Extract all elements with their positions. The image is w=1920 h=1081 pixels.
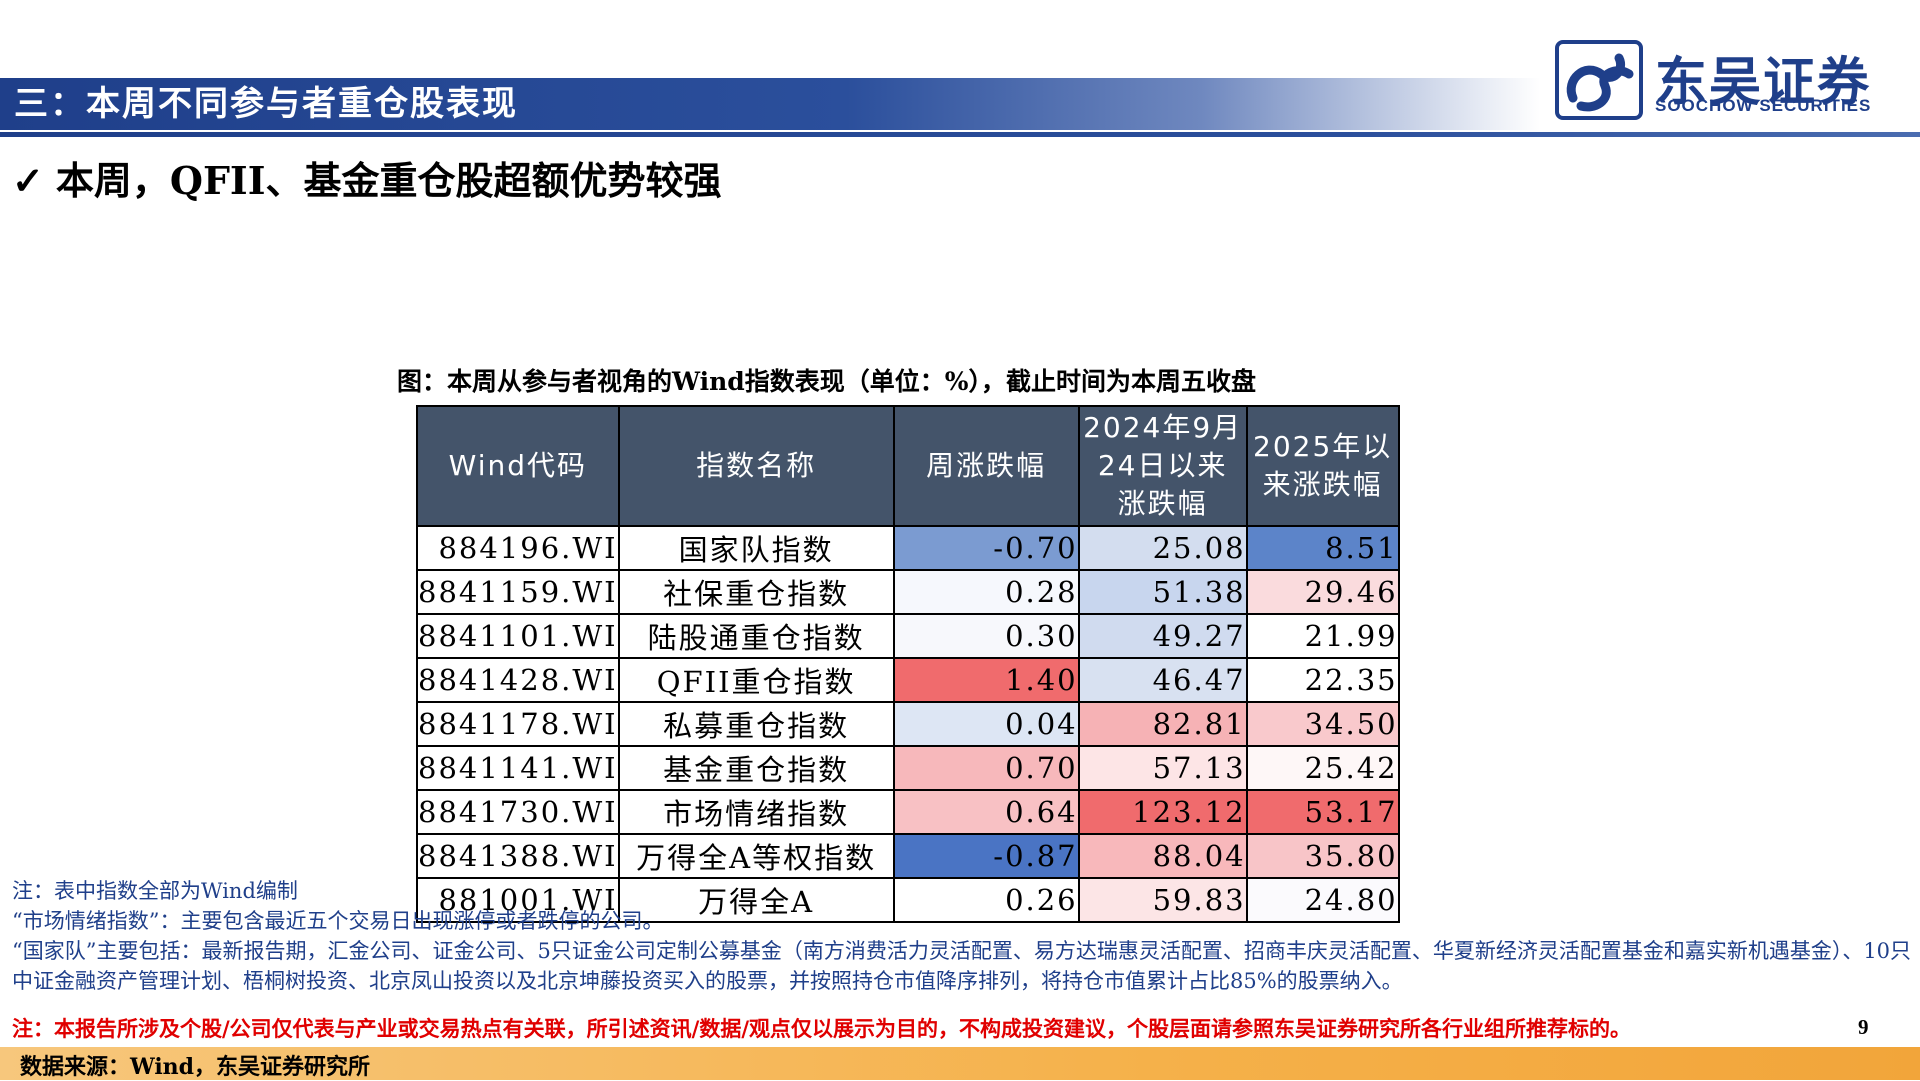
cell-code: 8841101.WI — [416, 613, 620, 659]
cell-code: 8841141.WI — [416, 745, 620, 791]
cell-index-name: 陆股通重仓指数 — [617, 613, 895, 659]
cell-since-0924-change: 123.12 — [1077, 789, 1248, 835]
cell-code: 8841428.WI — [416, 657, 620, 703]
column-header-code: Wind代码 — [416, 405, 620, 527]
table-row: 881001.WI 万得全A 0.26 59.83 24.80 — [416, 877, 1400, 923]
note-3: “国家队”主要包括：最新报告期，汇金公司、证金公司、5只证金公司定制公募基金（南… — [12, 939, 1912, 993]
footer-band — [0, 1047, 1920, 1080]
cell-weekly-change: -0.70 — [892, 525, 1080, 571]
page-number: 9 — [1858, 1015, 1869, 1039]
figure-caption: 图：本周从参与者视角的Wind指数表现（单位：%），截止时间为本周五收盘 — [397, 367, 1257, 396]
cell-weekly-change: -0.87 — [892, 833, 1080, 879]
column-header-since-0924: 2024年9月 24日以来涨跌幅 — [1077, 405, 1248, 527]
column-header-line: 2024年9月 — [1083, 411, 1243, 444]
column-header-line: 来涨跌幅 — [1262, 468, 1383, 501]
cell-ytd-2025-change: 29.46 — [1245, 569, 1400, 615]
table-row: 8841730.WI 市场情绪指数 0.64 123.12 53.17 — [416, 789, 1400, 835]
cell-ytd-2025-change: 53.17 — [1245, 789, 1400, 835]
cell-since-0924-change: 82.81 — [1077, 701, 1248, 747]
section-title: 三：本周不同参与者重仓股表现 — [14, 84, 518, 124]
cell-weekly-change: 0.28 — [892, 569, 1080, 615]
cell-weekly-change: 1.40 — [892, 657, 1080, 703]
cell-index-name: 国家队指数 — [617, 525, 895, 571]
headline: ✓ 本周，QFII、基金重仓股超额优势较强 — [12, 150, 721, 205]
index-performance-table: Wind代码 指数名称 周涨跌幅 2024年9月 24日以来涨跌幅 2025年以来… — [416, 405, 1400, 923]
disclaimer: 注：本报告所涉及个股/公司仅代表与产业或交易热点有关联，所引述资讯/数据/观点仅… — [12, 1016, 1632, 1041]
table-body: 884196.WI 国家队指数 -0.70 25.08 8.51 8841159.WI 社保… — [416, 525, 1400, 923]
column-header-line: 2025年以 — [1253, 430, 1393, 463]
cell-index-name: QFII重仓指数 — [617, 657, 895, 703]
brand-name-en: SOOCHOW SECURITIES — [1655, 96, 1872, 115]
section-header-band — [0, 78, 1540, 130]
column-header-weekly: 周涨跌幅 — [892, 405, 1080, 527]
cell-ytd-2025-change: 34.50 — [1245, 701, 1400, 747]
cell-code: 8841159.WI — [416, 569, 620, 615]
cell-code: 881001.WI — [416, 877, 620, 923]
cell-index-name: 万得全A等权指数 — [617, 833, 895, 879]
cell-ytd-2025-change: 21.99 — [1245, 613, 1400, 659]
column-header-ytd-2025: 2025年以 来涨跌幅 — [1245, 405, 1400, 527]
cell-since-0924-change: 25.08 — [1077, 525, 1248, 571]
table-row: 8841101.WI 陆股通重仓指数 0.30 49.27 21.99 — [416, 613, 1400, 659]
table-row: 8841388.WI 万得全A等权指数 -0.87 88.04 35.80 — [416, 833, 1400, 879]
header-rule — [0, 132, 1920, 137]
cell-code: 884196.WI — [416, 525, 620, 571]
cell-ytd-2025-change: 24.80 — [1245, 877, 1400, 923]
table-row: 8841428.WI QFII重仓指数 1.40 46.47 22.35 — [416, 657, 1400, 703]
column-header-line: 24日以来 — [1097, 449, 1228, 482]
cell-weekly-change: 0.30 — [892, 613, 1080, 659]
cell-since-0924-change: 88.04 — [1077, 833, 1248, 879]
cell-weekly-change: 0.64 — [892, 789, 1080, 835]
cell-code: 8841730.WI — [416, 789, 620, 835]
cell-code: 8841178.WI — [416, 701, 620, 747]
table-row: 8841159.WI 社保重仓指数 0.28 51.38 29.46 — [416, 569, 1400, 615]
cell-ytd-2025-change: 8.51 — [1245, 525, 1400, 571]
cell-since-0924-change: 59.83 — [1077, 877, 1248, 923]
note-1: 注：表中指数全部为Wind编制 — [12, 879, 298, 903]
cell-code: 8841388.WI — [416, 833, 620, 879]
soochow-logo-icon — [1555, 40, 1643, 120]
column-header-line: 周涨跌幅 — [926, 449, 1047, 482]
cell-index-name: 市场情绪指数 — [617, 789, 895, 835]
cell-since-0924-change: 46.47 — [1077, 657, 1248, 703]
column-header-line: Wind代码 — [448, 449, 587, 482]
cell-weekly-change: 0.26 — [892, 877, 1080, 923]
cell-index-name: 私募重仓指数 — [617, 701, 895, 747]
column-header-name: 指数名称 — [617, 405, 895, 527]
cell-since-0924-change: 49.27 — [1077, 613, 1248, 659]
cell-ytd-2025-change: 35.80 — [1245, 833, 1400, 879]
cell-weekly-change: 0.70 — [892, 745, 1080, 791]
cell-since-0924-change: 57.13 — [1077, 745, 1248, 791]
data-source: 数据来源：Wind，东吴证券研究所 — [20, 1054, 371, 1080]
column-header-line: 涨跌幅 — [1117, 487, 1208, 520]
checkmark-icon: ✓ — [12, 158, 44, 203]
brand-logo: 东吴证券 SOOCHOW SECURITIES — [1555, 40, 1915, 120]
cell-ytd-2025-change: 22.35 — [1245, 657, 1400, 703]
table-row: 8841141.WI 基金重仓指数 0.70 57.13 25.42 — [416, 745, 1400, 791]
cell-since-0924-change: 51.38 — [1077, 569, 1248, 615]
column-header-line: 指数名称 — [696, 449, 817, 482]
cell-index-name: 基金重仓指数 — [617, 745, 895, 791]
headline-text: 本周，QFII、基金重仓股超额优势较强 — [55, 158, 722, 203]
cell-index-name: 万得全A — [617, 877, 895, 923]
notes: 注：表中指数全部为Wind编制 “市场情绪指数”：主要包含最近五个交易日出现涨停… — [12, 876, 1912, 996]
table-row: 8841178.WI 私募重仓指数 0.04 82.81 34.50 — [416, 701, 1400, 747]
cell-ytd-2025-change: 25.42 — [1245, 745, 1400, 791]
cell-index-name: 社保重仓指数 — [617, 569, 895, 615]
table-header-row: Wind代码 指数名称 周涨跌幅 2024年9月 24日以来涨跌幅 2025年以来… — [416, 405, 1400, 527]
table-row: 884196.WI 国家队指数 -0.70 25.08 8.51 — [416, 525, 1400, 571]
brand-name-cn: 东吴证券 — [1655, 53, 1872, 113]
note-2: “市场情绪指数”：主要包含最近五个交易日出现涨停或者跌停的公司。 — [12, 909, 664, 933]
cell-weekly-change: 0.04 — [892, 701, 1080, 747]
